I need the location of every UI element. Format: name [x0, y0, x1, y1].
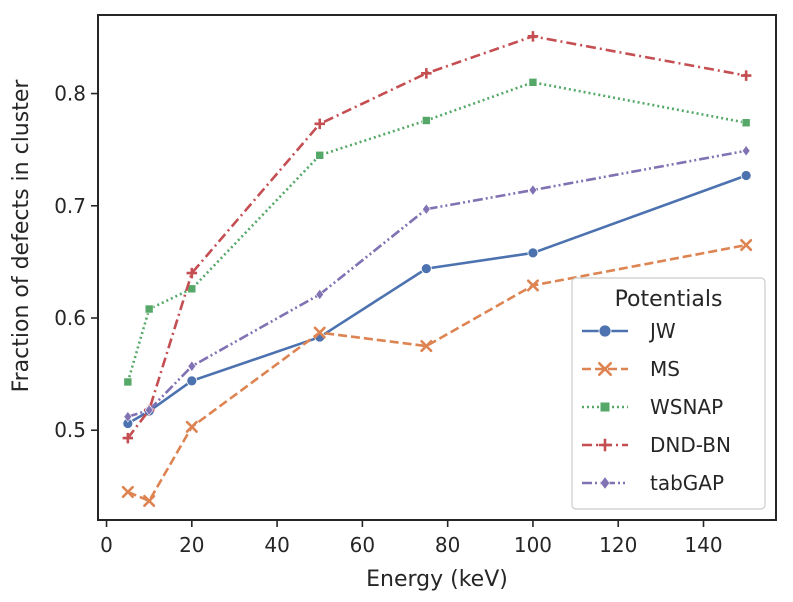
legend-label: JW — [648, 319, 676, 343]
data-point — [528, 184, 538, 196]
y-axis: 0.5 0.6 0.7 0.8 — [54, 82, 98, 442]
x-tick-label: 0 — [100, 533, 113, 557]
y-tick-label: 0.6 — [54, 306, 86, 330]
data-point — [315, 150, 325, 160]
data-point — [421, 68, 432, 79]
legend-title: Potentials — [615, 287, 723, 312]
data-point — [144, 304, 154, 314]
y-tick-label: 0.5 — [54, 418, 86, 442]
data-point — [122, 432, 134, 444]
data-point — [420, 263, 432, 275]
data-point — [185, 420, 198, 433]
data-point — [527, 247, 539, 259]
data-point — [740, 239, 753, 252]
legend-label: DND-BN — [650, 433, 731, 457]
data-point — [740, 170, 752, 181]
legend-item: DND-BN — [582, 433, 731, 457]
series-tabgap — [123, 145, 751, 423]
x-tick-label: 140 — [684, 533, 722, 557]
data-point — [599, 476, 611, 490]
plot-frame — [97, 14, 777, 521]
legend-item: WSNAP — [582, 395, 723, 419]
y-axis-label: Fraction of defects in cluster — [9, 79, 34, 393]
data-point — [741, 118, 751, 128]
legend-label: tabGAP — [650, 471, 724, 495]
data-point — [187, 360, 197, 373]
x-axis-label: Energy (keV) — [366, 567, 508, 592]
data-point — [528, 78, 538, 87]
plot-border — [97, 14, 777, 521]
legend-item: MS — [582, 357, 680, 381]
y-tick-label: 0.7 — [54, 194, 86, 218]
legend-label: MS — [650, 357, 680, 381]
data-point — [143, 494, 156, 507]
legend-label: WSNAP — [650, 395, 723, 419]
y-tick-label: 0.8 — [54, 82, 86, 106]
x-tick-label: 120 — [599, 533, 637, 557]
data-point — [315, 288, 325, 301]
data-point — [313, 326, 326, 339]
data-point — [186, 375, 198, 387]
legend-item: JW — [582, 319, 676, 343]
data-point — [144, 404, 154, 416]
series-wsnap — [123, 78, 751, 387]
data-point — [741, 145, 751, 157]
x-tick-label: 100 — [514, 533, 552, 557]
data-point — [123, 377, 133, 387]
data-point — [422, 116, 431, 125]
series-layer — [121, 31, 753, 507]
data-point — [123, 411, 133, 423]
data-point — [598, 324, 612, 338]
x-axis: 0 20 40 60 80 100 120 140 — [100, 520, 723, 557]
data-point — [740, 70, 752, 81]
data-point — [420, 340, 433, 353]
data-point — [314, 118, 325, 130]
x-tick-label: 60 — [350, 533, 375, 557]
legend: Potentials JW MS WSNAP DND-BN tabGAP — [571, 277, 766, 510]
data-point — [527, 31, 539, 42]
data-point — [186, 267, 198, 279]
data-point — [599, 401, 611, 413]
data-point — [598, 362, 612, 376]
x-tick-label: 40 — [264, 533, 289, 557]
series-ms — [121, 239, 753, 507]
legend-item: tabGAP — [582, 471, 724, 495]
data-point — [121, 485, 134, 498]
x-tick-label: 80 — [435, 533, 460, 557]
data-point — [598, 438, 612, 452]
data-point — [422, 203, 431, 215]
legend-box — [571, 277, 766, 510]
x-tick-label: 20 — [179, 533, 204, 557]
data-point — [526, 279, 539, 292]
